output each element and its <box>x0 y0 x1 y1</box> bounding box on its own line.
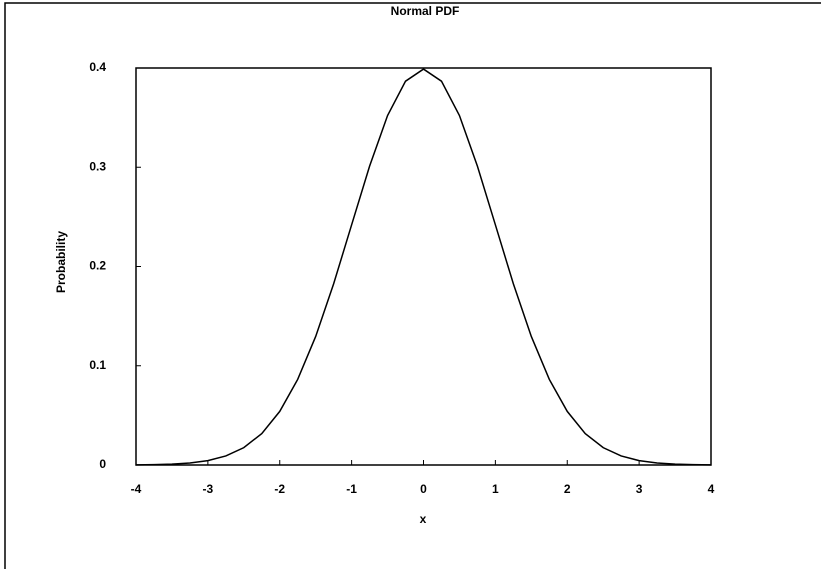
x-tick-label: 0 <box>420 482 427 496</box>
line <box>135 68 712 466</box>
y-tick-label: 0.2 <box>89 259 106 273</box>
plot-frame <box>135 67 712 466</box>
x-tick-label: -4 <box>131 482 142 496</box>
y-axis-label: Probability <box>54 231 68 293</box>
x-tick-label: 4 <box>708 482 715 496</box>
x-axis-label: x <box>420 512 427 526</box>
x-tick-label: 3 <box>636 482 643 496</box>
x-tick-label: 1 <box>492 482 499 496</box>
y-tick-label: 0.1 <box>89 358 106 372</box>
x-tick-label: -1 <box>346 482 357 496</box>
chart-title: Normal PDF <box>391 4 460 18</box>
y-tick-label: 0 <box>99 457 106 471</box>
outer-frame <box>4 2 821 569</box>
y-tick-label: 0.3 <box>89 159 106 173</box>
x-tick-label: 2 <box>564 482 571 496</box>
y-tick-label: 0.4 <box>89 60 106 74</box>
x-tick-label: -3 <box>203 482 214 496</box>
x-tick-label: -2 <box>274 482 285 496</box>
